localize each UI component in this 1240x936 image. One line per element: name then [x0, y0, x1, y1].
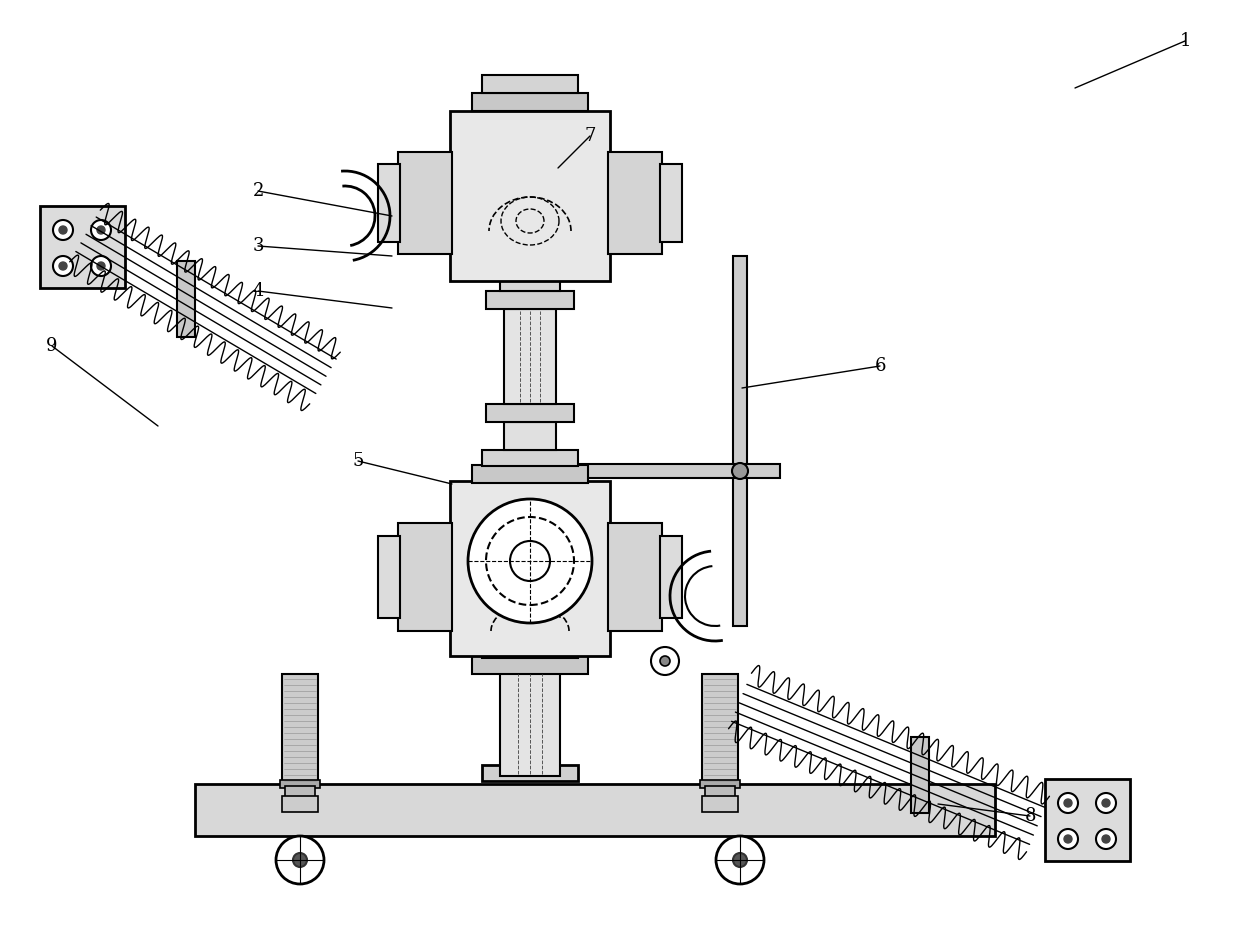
Circle shape	[1102, 835, 1110, 843]
Bar	[733, 256, 746, 626]
Text: 4: 4	[252, 282, 264, 300]
Circle shape	[1058, 793, 1078, 813]
Bar	[285, 786, 315, 798]
Bar	[281, 674, 317, 784]
Bar	[1045, 779, 1130, 861]
Bar	[398, 523, 453, 631]
Bar	[280, 780, 320, 788]
Text: 7: 7	[584, 127, 595, 145]
Bar	[177, 261, 195, 337]
Text: 1: 1	[1179, 32, 1190, 50]
Bar	[195, 784, 994, 836]
Circle shape	[1096, 829, 1116, 849]
Bar	[911, 737, 929, 813]
Circle shape	[60, 262, 67, 270]
Bar	[486, 291, 574, 309]
Bar	[482, 450, 578, 466]
Bar	[706, 786, 735, 798]
Circle shape	[733, 853, 746, 867]
Bar	[450, 481, 610, 656]
Bar	[580, 464, 780, 478]
Bar	[660, 536, 682, 618]
Circle shape	[651, 647, 680, 675]
Bar	[702, 674, 738, 784]
Circle shape	[53, 256, 73, 276]
Bar	[701, 780, 740, 788]
Circle shape	[91, 220, 112, 240]
Circle shape	[97, 226, 105, 234]
Bar	[702, 796, 738, 812]
Bar	[482, 765, 578, 781]
Circle shape	[510, 541, 551, 581]
Text: 2: 2	[252, 182, 264, 200]
Bar	[486, 404, 574, 422]
Circle shape	[91, 256, 112, 276]
Bar	[500, 275, 560, 291]
Circle shape	[53, 220, 73, 240]
Circle shape	[715, 836, 764, 884]
Bar	[472, 656, 588, 674]
Bar	[660, 164, 682, 242]
Circle shape	[97, 262, 105, 270]
Text: 6: 6	[874, 357, 885, 375]
Circle shape	[293, 853, 308, 867]
Bar	[482, 642, 578, 658]
Circle shape	[732, 463, 748, 479]
Bar	[281, 796, 317, 812]
Text: 8: 8	[1024, 807, 1035, 825]
Bar	[482, 75, 578, 93]
Circle shape	[1064, 799, 1073, 807]
Bar	[40, 206, 125, 288]
Text: 3: 3	[252, 237, 264, 255]
Circle shape	[467, 499, 591, 623]
Bar	[608, 152, 662, 254]
Text: 9: 9	[46, 337, 58, 355]
Bar	[378, 536, 401, 618]
Circle shape	[660, 656, 670, 666]
Bar	[398, 152, 453, 254]
Circle shape	[486, 517, 574, 605]
Bar	[450, 111, 610, 281]
Bar	[503, 309, 556, 404]
Bar	[503, 422, 556, 450]
Circle shape	[60, 226, 67, 234]
Circle shape	[1096, 793, 1116, 813]
Bar	[472, 93, 588, 111]
Circle shape	[277, 836, 324, 884]
Circle shape	[1064, 835, 1073, 843]
Circle shape	[1102, 799, 1110, 807]
Bar	[378, 164, 401, 242]
Bar	[472, 465, 588, 483]
Circle shape	[1058, 829, 1078, 849]
Text: 5: 5	[352, 452, 363, 470]
Bar	[608, 523, 662, 631]
Bar	[500, 671, 560, 776]
